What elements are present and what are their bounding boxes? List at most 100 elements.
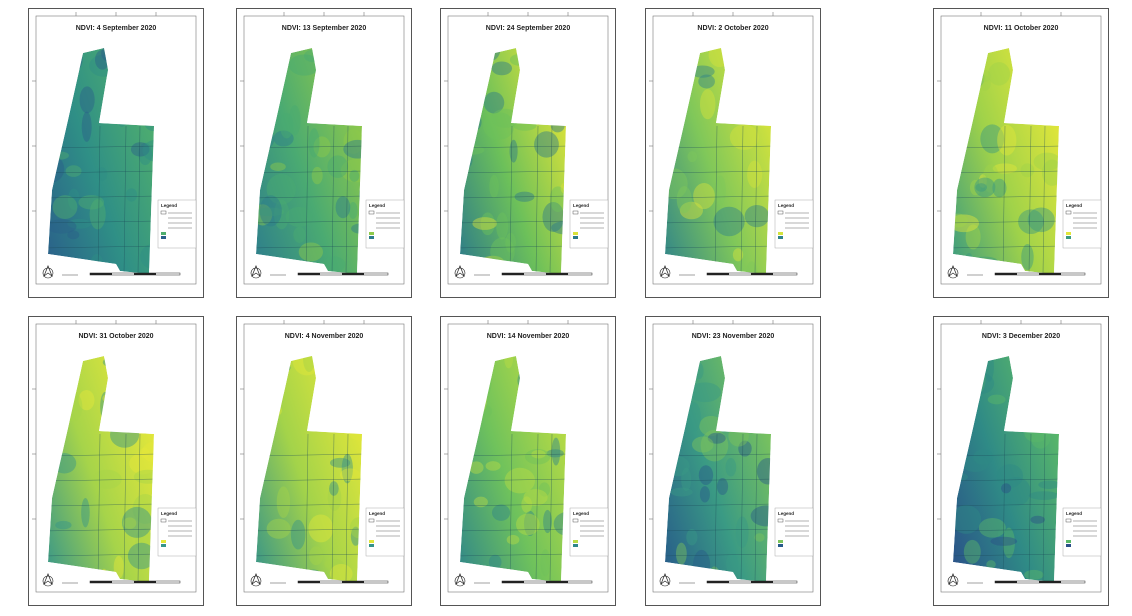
legend-swatch-high — [778, 232, 783, 235]
ndvi-patch — [997, 125, 1016, 156]
ndvi-patch — [97, 167, 108, 181]
map-panel: NDVI: 4 September 2020 Legend — [29, 9, 204, 298]
map-title: NDVI: 23 November 2020 — [692, 333, 775, 340]
scale-bar-segment — [502, 581, 524, 583]
legend-swatch-high — [369, 232, 374, 235]
ndvi-patch — [505, 468, 535, 494]
ndvi-patch — [260, 195, 282, 226]
legend-title: Legend — [778, 511, 794, 516]
map-title: NDVI: 14 November 2020 — [487, 333, 570, 340]
map-panel: NDVI: 31 October 2020 Legend — [29, 317, 204, 606]
ndvi-patch — [67, 230, 79, 239]
legend-swatch-low — [573, 236, 578, 239]
ndvi-patch — [676, 543, 687, 565]
ndvi-patch — [699, 465, 713, 485]
scale-bar-segment — [342, 273, 364, 275]
legend-swatch-low — [573, 544, 578, 547]
map-panel: NDVI: 3 December 2020Legend — [934, 317, 1109, 606]
ndvi-patch — [693, 183, 715, 209]
legend-swatch-high — [1066, 232, 1071, 235]
ndvi-patch — [336, 196, 351, 218]
legend-title: Legend — [369, 203, 385, 208]
ndvi-patch — [327, 155, 348, 178]
scale-bar-segment — [751, 273, 773, 275]
legend-swatch-low — [778, 236, 783, 239]
ndvi-patch — [964, 540, 981, 564]
ndvi-patch — [55, 521, 71, 529]
map-grid: NDVI: 4 September 2020LegendNDVI: 13 Sep… — [0, 0, 1132, 616]
map-title: NDVI: 4 November 2020 — [285, 333, 364, 340]
map-title: NDVI: 24 September 2020 — [486, 25, 571, 32]
ndvi-patch — [979, 518, 1006, 538]
ndvi-patch — [309, 128, 320, 158]
legend-title: Legend — [1066, 203, 1082, 208]
legend-swatch-low — [778, 544, 783, 547]
ndvi-patch — [277, 486, 290, 518]
legend-swatch-high — [778, 540, 783, 543]
map-title: NDVI: 13 September 2020 — [282, 25, 367, 32]
ndvi-patch — [507, 535, 520, 545]
ndvi-patch — [496, 212, 508, 239]
map-title: NDVI: 31 October 2020 — [78, 333, 153, 340]
legend-swatch-low — [161, 544, 166, 547]
map-panel: NDVI: 4 November 2020 Legend — [237, 317, 412, 606]
ndvi-patch — [725, 458, 736, 477]
ndvi-patch — [700, 486, 710, 502]
ndvi-patch — [516, 513, 540, 535]
legend-swatch-low — [1066, 544, 1071, 547]
ndvi-patch — [747, 161, 762, 188]
map-title: NDVI: 4 September 2020 — [76, 25, 157, 32]
ndvi-patch — [308, 514, 333, 542]
ndvi-patch — [976, 183, 987, 192]
ndvi-patch — [1021, 244, 1033, 270]
map-title: NDVI: 11 October 2020 — [984, 25, 1059, 32]
legend-title: Legend — [161, 203, 177, 208]
ndvi-patch — [540, 549, 550, 576]
ndvi-patch — [754, 533, 764, 541]
map-panel: NDVI: 13 September 2020 Legend — [237, 9, 412, 298]
ndvi-patch — [267, 519, 291, 539]
ndvi-patch — [700, 89, 715, 119]
legend-swatch-high — [369, 540, 374, 543]
ndvi-patch — [997, 464, 1023, 488]
legend-swatch-low — [161, 236, 166, 239]
legend-swatch-low — [369, 236, 374, 239]
ndvi-patch — [988, 62, 1010, 85]
legend-title: Legend — [161, 511, 177, 516]
ndvi-patch — [80, 86, 95, 113]
scale-bar-segment — [502, 273, 524, 275]
legend-title: Legend — [573, 511, 589, 516]
ndvi-patch — [90, 199, 106, 229]
ndvi-patch — [270, 162, 286, 171]
scale-bar-segment — [90, 581, 112, 583]
legend-swatch-high — [161, 540, 166, 543]
ndvi-patch — [687, 151, 697, 162]
ndvi-patch — [299, 242, 323, 261]
ndvi-patch — [126, 188, 137, 201]
ndvi-patch — [1030, 516, 1044, 524]
ndvi-patch — [312, 167, 323, 184]
ndvi-patch — [81, 498, 90, 527]
map-panel: NDVI: 2 October 2020Legend — [646, 9, 821, 298]
ndvi-patch — [330, 458, 350, 468]
ndvi-patch — [293, 227, 305, 243]
ndvi-patch — [671, 488, 693, 497]
legend-swatch-low — [369, 544, 374, 547]
legend-title: Legend — [1066, 511, 1082, 516]
ndvi-patch — [692, 437, 714, 453]
scale-bar-segment — [134, 273, 156, 275]
legend-swatch-high — [161, 232, 166, 235]
ndvi-patch — [1024, 570, 1043, 580]
ndvi-patch — [745, 205, 769, 227]
map-panel: NDVI: 23 November 2020 Legend — [646, 317, 821, 606]
scale-bar-segment — [298, 581, 320, 583]
ndvi-patch — [1034, 153, 1061, 171]
legend-title: Legend — [369, 511, 385, 516]
scale-bar-segment — [1039, 581, 1061, 583]
scale-bar-segment — [995, 273, 1017, 275]
scale-bar-segment — [995, 581, 1017, 583]
scale-bar-segment — [546, 581, 568, 583]
legend-swatch-high — [573, 540, 578, 543]
scale-bar-segment — [134, 581, 156, 583]
legend-title: Legend — [573, 203, 589, 208]
